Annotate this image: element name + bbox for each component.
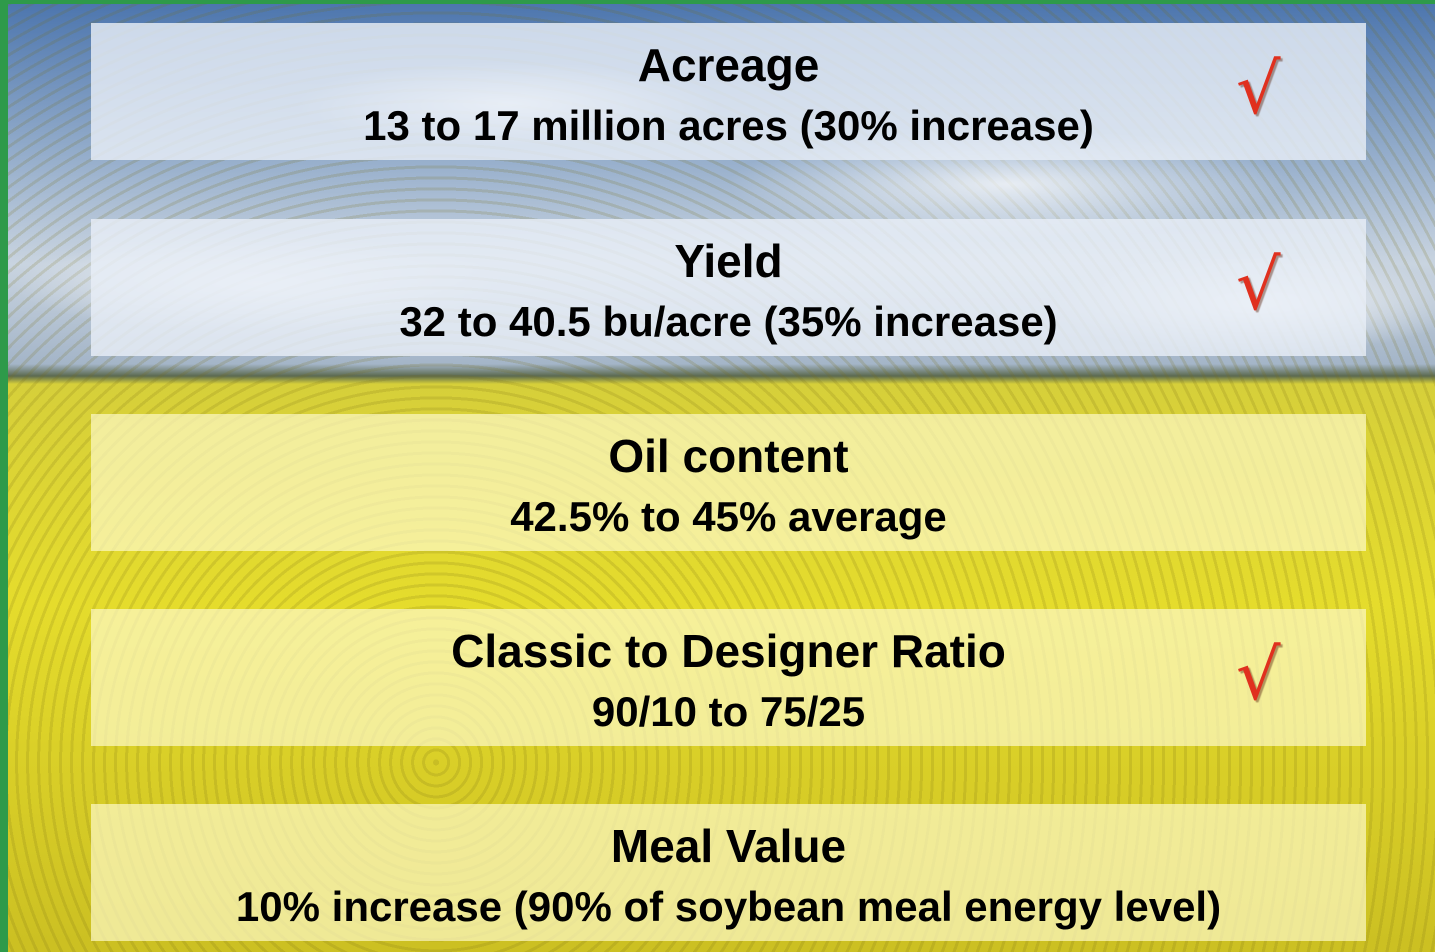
box-detail: 13 to 17 million acres (30% increase) xyxy=(91,103,1366,149)
info-box: Meal Value 10% increase (90% of soybean m… xyxy=(91,804,1366,941)
box-title: Oil content xyxy=(91,431,1366,481)
check-mark: √ xyxy=(1236,635,1281,715)
info-box: Acreage 13 to 17 million acres (30% incre… xyxy=(91,23,1366,160)
box-detail: 42.5% to 45% average xyxy=(91,494,1366,540)
box-title: Yield xyxy=(91,236,1366,286)
box-detail: 32 to 40.5 bu/acre (35% increase) xyxy=(91,299,1366,345)
box-title: Meal Value xyxy=(91,821,1366,871)
info-box: Yield 32 to 40.5 bu/acre (35% increase)√ xyxy=(91,219,1366,356)
box-title: Acreage xyxy=(91,40,1366,90)
check-mark: √ xyxy=(1236,49,1281,129)
check-mark: √ xyxy=(1236,245,1281,325)
slide: Acreage 13 to 17 million acres (30% incre… xyxy=(0,0,1435,952)
box-detail: 90/10 to 75/25 xyxy=(91,689,1366,735)
info-box: Classic to Designer Ratio 90/10 to 75/25√ xyxy=(91,609,1366,746)
info-box: Oil content 42.5% to 45% average xyxy=(91,414,1366,551)
box-detail: 10% increase (90% of soybean meal energy… xyxy=(91,884,1366,930)
box-title: Classic to Designer Ratio xyxy=(91,626,1366,676)
